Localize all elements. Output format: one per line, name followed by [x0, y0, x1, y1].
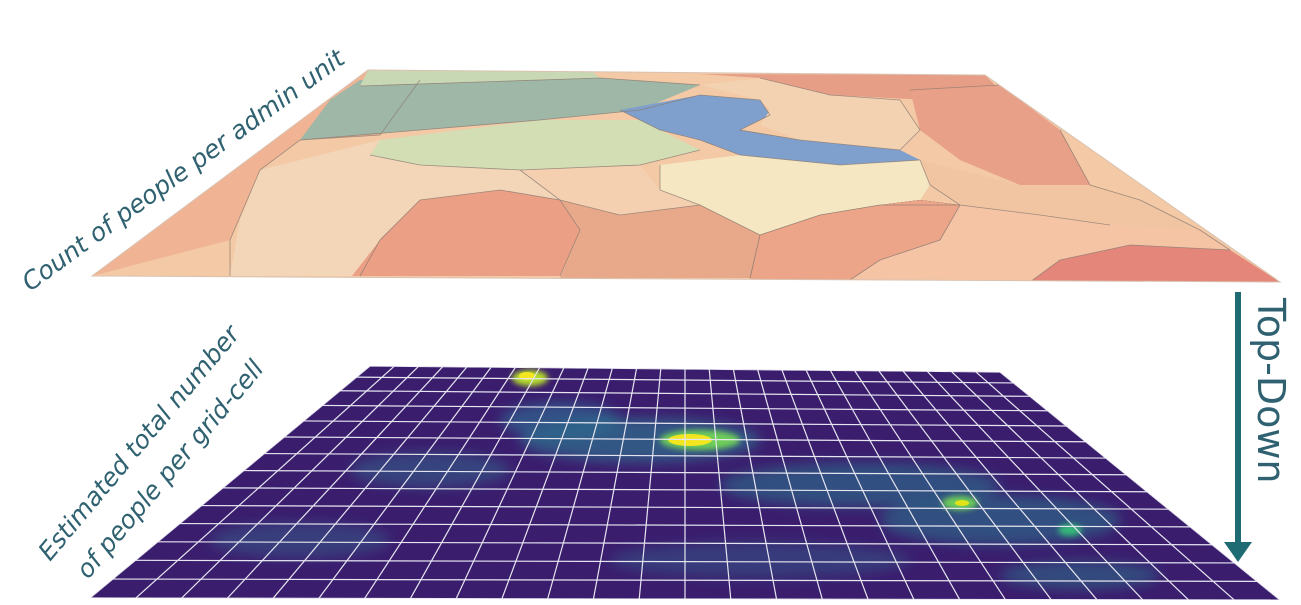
grid-line — [975, 371, 1235, 600]
grid-line — [318, 366, 492, 599]
grid-line — [951, 371, 1189, 600]
grid-line — [805, 369, 915, 600]
top-down-label: Top-Down — [1249, 297, 1293, 484]
admin-region — [230, 140, 560, 276]
grid-line — [264, 452, 1106, 459]
grid-line — [364, 367, 516, 599]
grid-line — [340, 390, 1030, 397]
grid-line — [878, 370, 1052, 600]
grid-line — [757, 369, 823, 600]
grid-line — [157, 541, 1213, 546]
grid-line — [179, 522, 1191, 528]
grid-line — [243, 469, 1127, 476]
admin-region — [560, 200, 760, 278]
grid-line — [135, 559, 1235, 564]
grid-line — [829, 370, 961, 600]
admin-region — [620, 95, 920, 165]
grid-line — [272, 366, 468, 599]
grid-line — [222, 487, 1148, 493]
grid-line — [455, 367, 565, 599]
grid-line — [926, 370, 1144, 600]
grid-line — [201, 504, 1169, 510]
grid-line — [135, 366, 395, 599]
grid-line — [547, 368, 613, 599]
admin-region — [360, 70, 600, 86]
arrow-head-icon — [1224, 542, 1252, 562]
grid-line — [322, 404, 1048, 412]
admin-region — [750, 200, 960, 280]
grid-line — [781, 369, 869, 600]
grid-line — [303, 420, 1067, 427]
grid-line — [356, 376, 1014, 384]
admin-region — [370, 120, 700, 170]
grid-line — [902, 370, 1098, 600]
grid-line — [226, 366, 444, 599]
grid-cell-density-layer — [90, 366, 1280, 600]
grid-line — [112, 578, 1258, 582]
admin-region — [1030, 245, 1280, 282]
admin-region — [660, 155, 930, 235]
grid-line — [854, 370, 1006, 600]
grid-line — [409, 367, 541, 599]
top-down-arrow — [1224, 292, 1252, 562]
admin-unit-map-layer — [90, 69, 1282, 283]
grid-line — [592, 368, 638, 599]
grid-line — [501, 367, 589, 599]
grid-line — [638, 368, 662, 599]
admin-region — [920, 160, 1200, 230]
grid-line — [732, 369, 778, 600]
admin-region — [300, 78, 700, 140]
admin-region — [700, 78, 920, 150]
admin-region — [520, 165, 700, 215]
grid-lines — [90, 366, 1280, 600]
admin-region — [850, 205, 1230, 282]
admin-region — [910, 85, 1090, 185]
grid-line — [708, 369, 732, 600]
grid-line — [369, 366, 1001, 373]
grid-line — [181, 366, 419, 599]
grid-line — [284, 436, 1086, 443]
